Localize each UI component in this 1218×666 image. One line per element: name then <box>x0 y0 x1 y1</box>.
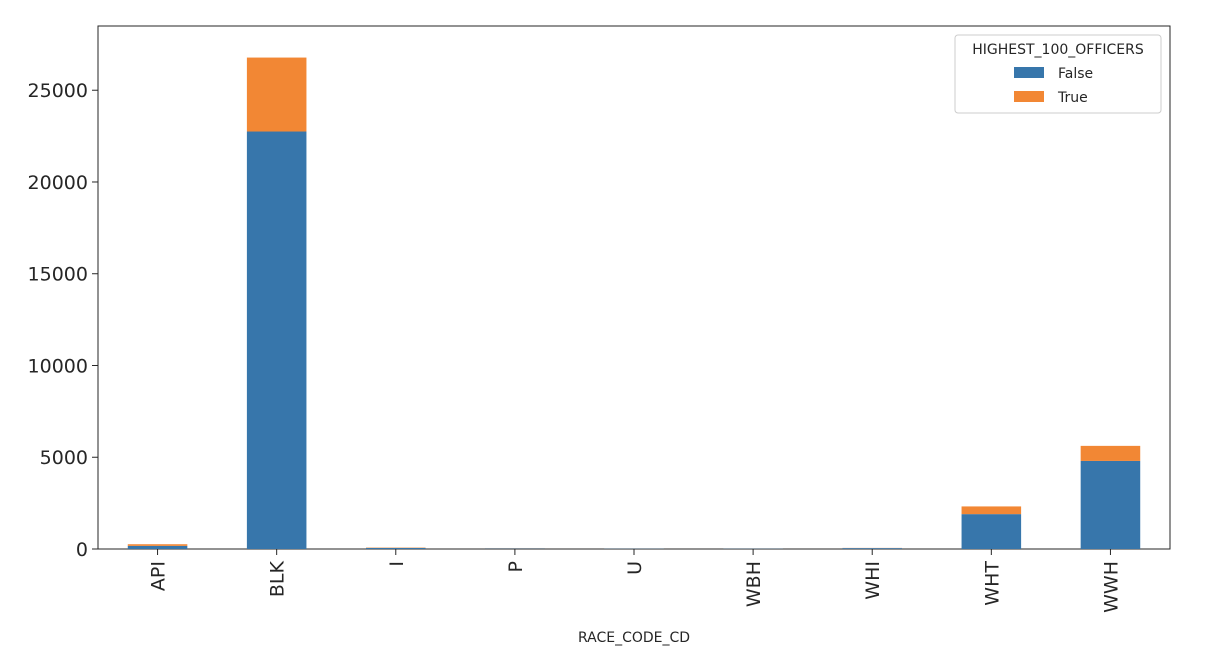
bar-wwh-true <box>1080 445 1141 461</box>
x-tick-label-wwh: WWH <box>1100 561 1122 613</box>
x-tick-label-api: API <box>148 561 170 591</box>
bar-api-false <box>127 545 188 549</box>
bar-wwh-false <box>1080 460 1141 549</box>
y-tick-label: 10000 <box>28 355 88 377</box>
legend: HIGHEST_100_OFFICERS False True <box>954 34 1162 114</box>
x-tick-label-wht: WHT <box>981 561 1003 606</box>
bar-api-true <box>127 544 188 546</box>
y-tick-label: 0 <box>76 539 88 561</box>
y-tick-label: 5000 <box>40 447 88 469</box>
x-tick-label-blk: BLK <box>267 560 289 597</box>
x-tick-label-u: U <box>624 561 646 575</box>
bar-i-false <box>366 547 426 549</box>
legend-label-true: True <box>1057 90 1088 106</box>
x-tick-label-p: P <box>505 561 527 572</box>
y-tick-label: 15000 <box>28 264 88 286</box>
x-tick-label-whi: WHI <box>862 561 884 600</box>
legend-box <box>954 34 1162 114</box>
bar-blk-false <box>246 131 307 549</box>
legend-title: HIGHEST_100_OFFICERS <box>972 42 1144 58</box>
legend-swatch-true <box>1014 91 1044 102</box>
x-tick-label-i: I <box>386 561 408 567</box>
legend-swatch-false <box>1014 67 1044 78</box>
bars-group <box>127 57 1141 549</box>
x-axis-label: RACE_CODE_CD <box>578 630 690 646</box>
bar-wht-false <box>961 514 1022 549</box>
y-axis: 0 5000 10000 15000 20000 25000 <box>28 80 98 561</box>
x-axis: API BLK I P U WBH WHI WHT WWH <box>148 549 1122 613</box>
bar-wht-true <box>961 506 1022 515</box>
legend-label-false: False <box>1058 66 1093 82</box>
bar-blk-true <box>246 57 307 132</box>
x-tick-label-wbh: WBH <box>743 561 765 607</box>
y-tick-label: 25000 <box>28 80 88 102</box>
y-tick-label: 20000 <box>28 172 88 194</box>
bar-p-false <box>485 548 545 549</box>
bar-whi-false <box>842 548 902 549</box>
